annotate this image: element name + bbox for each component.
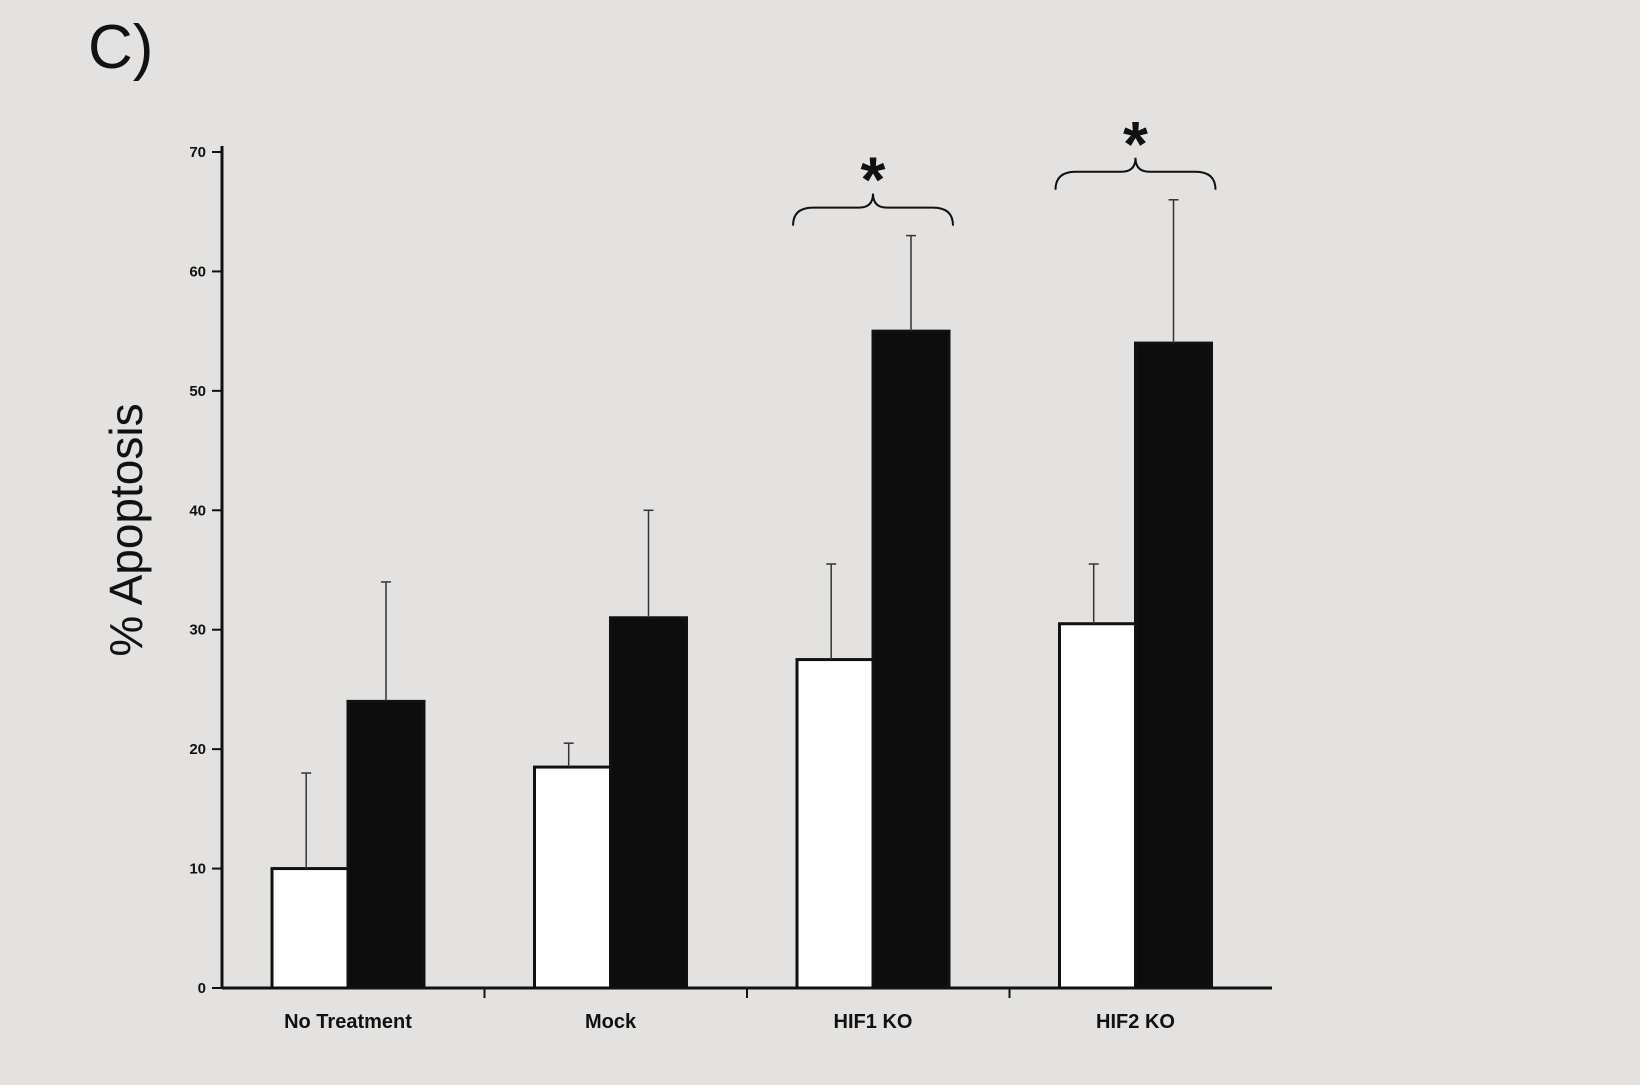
bar bbox=[346, 699, 426, 990]
significance-annotations: * * bbox=[792, 108, 1217, 226]
y-tick-label: 30 bbox=[189, 622, 206, 639]
panel-label: C) bbox=[88, 13, 153, 82]
bar bbox=[795, 658, 875, 990]
bars bbox=[270, 199, 1213, 990]
significance-star: * bbox=[1123, 108, 1148, 180]
y-axis-label: % Apoptosis bbox=[100, 403, 152, 656]
y-tick-label: 60 bbox=[189, 263, 206, 280]
significance-brace bbox=[792, 193, 954, 226]
x-category-label: Mock bbox=[585, 1011, 637, 1033]
bar bbox=[871, 329, 951, 990]
significance-star: * bbox=[861, 144, 886, 216]
y-tick-label: 20 bbox=[189, 741, 206, 758]
y-tick-label: 40 bbox=[189, 502, 206, 519]
x-category-label: HIF1 KO bbox=[834, 1011, 913, 1033]
y-tick-label: 0 bbox=[198, 980, 206, 997]
y-tick-label: 50 bbox=[189, 383, 206, 400]
y-tick-label: 70 bbox=[189, 144, 206, 161]
x-category-label: No Treatment bbox=[284, 1011, 412, 1033]
bar bbox=[1058, 622, 1137, 990]
x-category-label: HIF2 KO bbox=[1096, 1011, 1175, 1033]
bar bbox=[609, 616, 688, 990]
bar bbox=[1134, 341, 1213, 990]
bar bbox=[270, 867, 350, 990]
y-axis-label-group: % Apoptosis bbox=[100, 403, 152, 656]
bar bbox=[533, 765, 612, 990]
y-tick-label: 10 bbox=[189, 861, 206, 878]
